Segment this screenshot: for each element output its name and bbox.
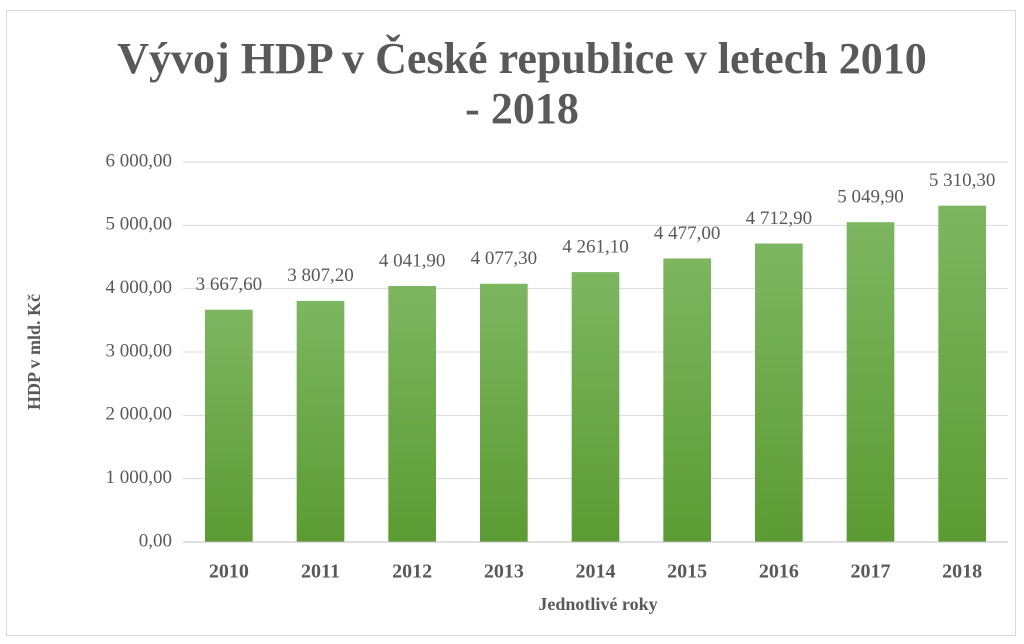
y-tick-label: 5 000,00	[106, 214, 173, 235]
value-label: 4 077,30	[471, 248, 538, 269]
bar	[388, 286, 436, 542]
x-tick-label: 2013	[484, 561, 524, 583]
value-label: 4 261,10	[562, 236, 629, 257]
chart-frame	[6, 10, 1016, 636]
y-axis-title: HDP v mld. Kč	[24, 294, 44, 410]
x-axis-title: Jednotlivé roky	[538, 594, 657, 614]
value-label: 5 310,30	[929, 170, 996, 191]
bar	[938, 205, 986, 542]
x-tick-label: 2017	[851, 561, 891, 583]
value-label: 4 712,90	[746, 208, 813, 229]
y-tick-label: 6 000,00	[106, 150, 173, 171]
y-tick-label: 3 000,00	[106, 340, 173, 361]
chart-title: Vývoj HDP v České republice v letech 201…	[117, 34, 927, 133]
x-tick-label: 2016	[759, 561, 799, 583]
bar	[846, 222, 895, 542]
y-tick-label: 1 000,00	[106, 467, 173, 488]
y-tick-label: 4 000,00	[106, 277, 173, 298]
bar	[296, 300, 345, 542]
value-label: 3 807,20	[287, 265, 354, 286]
x-tick-label: 2015	[667, 561, 707, 583]
x-tick-label: 2014	[576, 561, 616, 583]
x-tick-label: 2011	[301, 561, 340, 583]
value-label: 4 041,90	[379, 250, 446, 271]
value-label: 3 667,60	[196, 274, 263, 295]
y-tick-label: 0,00	[139, 530, 172, 551]
bar	[571, 272, 620, 542]
bar	[205, 309, 253, 542]
bar	[755, 243, 803, 542]
bar	[480, 283, 528, 542]
x-tick-label: 2012	[392, 561, 432, 583]
y-tick-label: 2 000,00	[106, 404, 173, 425]
bar	[663, 258, 711, 542]
value-label: 4 477,00	[654, 223, 721, 244]
value-label: 5 049,90	[837, 187, 904, 208]
x-tick-label: 2010	[209, 561, 249, 583]
x-tick-label: 2018	[942, 561, 982, 583]
